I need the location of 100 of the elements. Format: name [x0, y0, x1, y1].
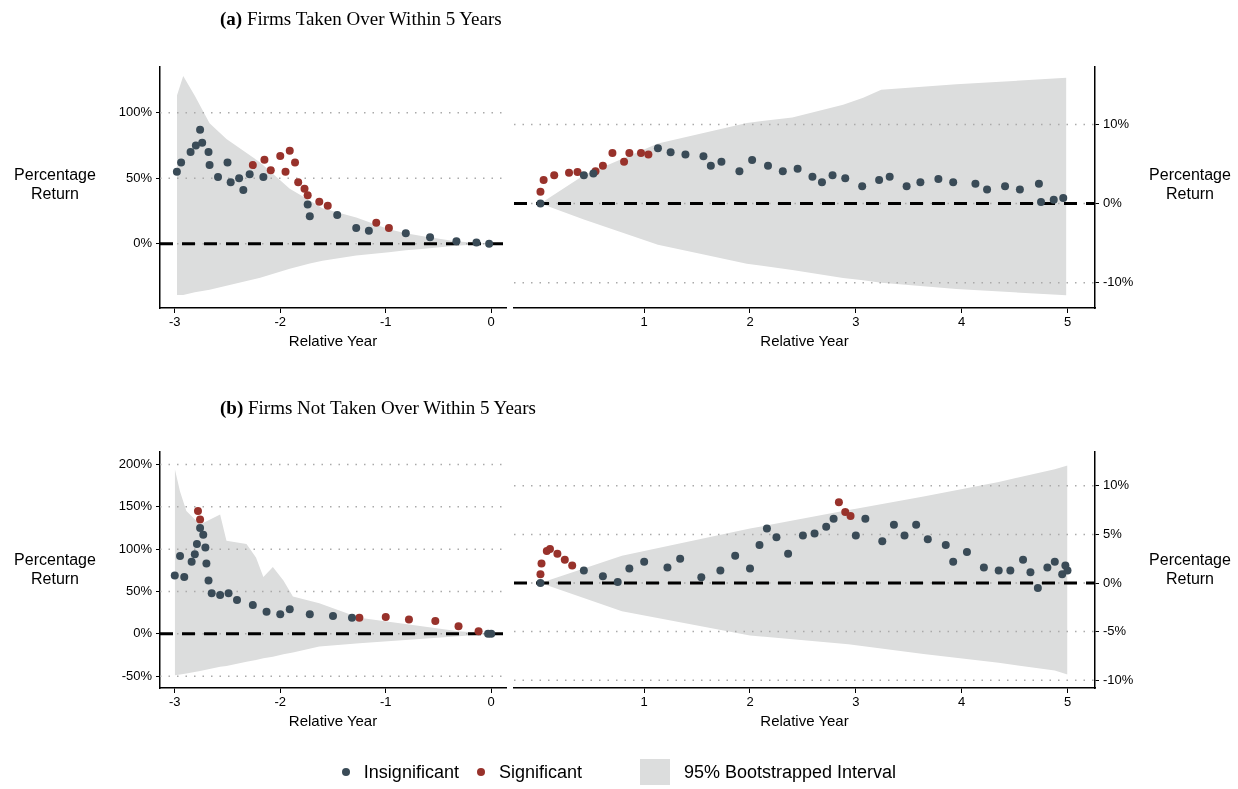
x-tick-label: -3 [168, 314, 181, 330]
y-tick-label: 100% [118, 540, 153, 556]
point [798, 531, 807, 540]
point [259, 172, 268, 181]
y-tick-label: 0% [133, 235, 153, 251]
point [170, 571, 179, 580]
point [560, 555, 569, 564]
point [1034, 179, 1043, 188]
point [364, 226, 373, 235]
point [537, 559, 546, 568]
point [613, 578, 622, 587]
point [294, 178, 303, 187]
point [625, 149, 634, 157]
point [329, 612, 337, 621]
point [550, 171, 559, 180]
point [291, 158, 300, 167]
legend-label: Significant [498, 761, 582, 783]
point [1059, 194, 1068, 203]
point [793, 164, 802, 173]
point [598, 161, 607, 170]
point [245, 170, 254, 179]
point [1006, 566, 1015, 575]
point [205, 161, 214, 170]
point [971, 179, 980, 188]
y-axis-title: Percentage Return [13, 550, 97, 588]
point [949, 557, 958, 566]
point [536, 579, 545, 588]
point [834, 498, 843, 507]
y2-axis-title: Percentage Return [1148, 550, 1232, 588]
point [912, 520, 921, 529]
point [260, 155, 269, 164]
point [180, 573, 189, 582]
point [199, 530, 208, 539]
y-tick-label: -50% [121, 667, 153, 683]
x-tick-label: 2 [746, 694, 754, 710]
point [347, 613, 356, 622]
point [810, 529, 819, 538]
point [381, 612, 390, 621]
x-tick-label: 3 [852, 314, 860, 330]
x-axis-title: Relative Year [760, 712, 849, 730]
x-axis-title: Relative Year [760, 332, 849, 350]
point [858, 182, 867, 191]
point [355, 613, 364, 622]
point [204, 148, 213, 157]
x-tick-label: -2 [274, 314, 287, 330]
point [207, 589, 216, 598]
point [202, 559, 211, 568]
point [962, 547, 971, 556]
y-tick-label: 200% [118, 456, 153, 472]
point [746, 564, 754, 573]
point [979, 563, 988, 572]
point [226, 178, 235, 187]
chart-title: (a) Firms Taken Over Within 5 Years [220, 8, 502, 30]
y2-tick-label: -10% [1103, 671, 1134, 687]
point [536, 199, 545, 208]
x-tick-label: 5 [1063, 694, 1072, 710]
y-tick-label: 50% [125, 583, 153, 599]
y2-tick-label: 10% [1103, 116, 1130, 132]
point [573, 167, 582, 176]
point [204, 576, 213, 585]
point [285, 605, 294, 614]
point [300, 184, 309, 193]
point [404, 615, 413, 624]
legend-label: Insignificant [363, 761, 459, 783]
point [861, 514, 870, 523]
point [216, 590, 225, 599]
point [923, 535, 932, 544]
point [1019, 555, 1028, 564]
point [281, 167, 290, 176]
point [900, 531, 909, 540]
point [822, 522, 831, 531]
point [262, 607, 271, 616]
x-axis-title: Relative Year [288, 712, 378, 730]
y2-tick-label: 0% [1103, 574, 1123, 590]
point [276, 610, 285, 619]
point [303, 191, 312, 200]
y2-axis-title: Percentage Return [1148, 165, 1232, 203]
y2-tick-label: 10% [1103, 477, 1130, 493]
point [640, 557, 649, 566]
point [401, 229, 410, 238]
point [539, 175, 548, 184]
point [196, 515, 205, 524]
point [190, 550, 199, 559]
point [1037, 198, 1046, 207]
point [233, 595, 242, 604]
point [1015, 185, 1024, 194]
y-tick-label: 0% [133, 625, 153, 641]
point [568, 561, 577, 570]
point [778, 167, 787, 176]
point [841, 508, 850, 517]
x-tick-label: 3 [852, 694, 860, 710]
x-tick-label: 1 [640, 694, 648, 710]
point [384, 224, 393, 233]
point [186, 148, 195, 157]
point [553, 549, 562, 558]
point [841, 174, 850, 183]
point [706, 161, 715, 170]
point [983, 185, 992, 194]
point [697, 573, 706, 582]
point [784, 549, 793, 558]
